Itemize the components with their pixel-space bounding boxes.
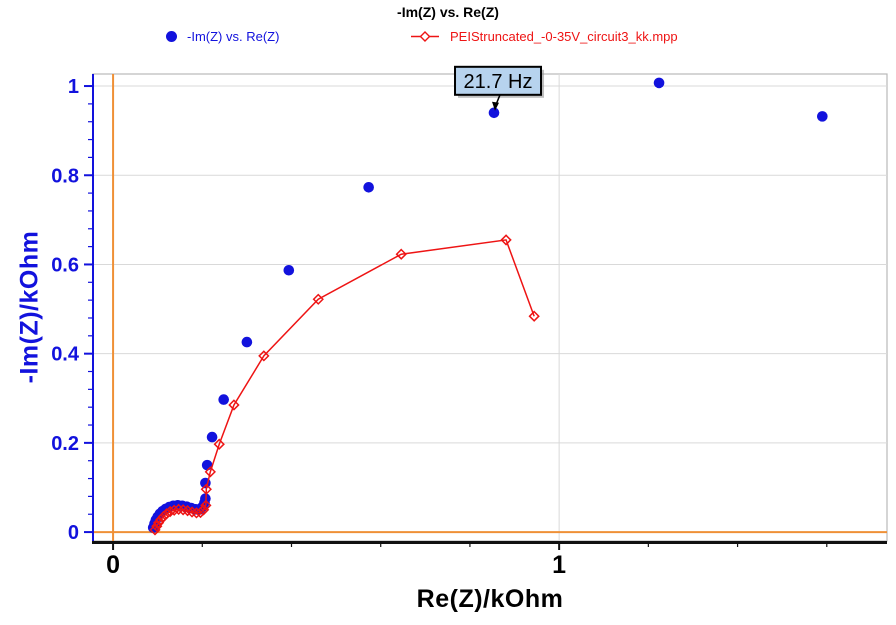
x-tick-label: 1 — [552, 551, 566, 579]
data-point-red[interactable] — [149, 524, 161, 536]
data-point-blue[interactable] — [283, 264, 295, 276]
plot-border — [92, 73, 888, 542]
annotation-box[interactable] — [454, 65, 543, 96]
data-point-blue[interactable] — [241, 336, 253, 348]
data-point-red[interactable] — [157, 510, 170, 523]
data-point-red[interactable] — [395, 248, 407, 260]
legend-item-blue-series[interactable]: -Im(Z) vs. Re(Z) — [166, 28, 279, 44]
x-axis-label: Re(Z)/kOhm — [416, 585, 564, 613]
data-point-blue[interactable] — [488, 107, 500, 119]
data-point-red[interactable] — [200, 483, 212, 495]
data-point-red[interactable] — [194, 506, 207, 519]
data-point-red[interactable] — [160, 508, 173, 520]
annotation-text: 21.7 Hz — [464, 71, 533, 93]
data-point-red[interactable] — [172, 503, 185, 515]
legend-label-blue: -Im(Z) vs. Re(Z) — [187, 28, 280, 44]
legend-item-red-series[interactable]: PEIStruncated_-0-35V_circuit3_kk.mpp — [410, 28, 678, 44]
y-tick-label: 0.4 — [51, 344, 80, 366]
y-tick-label: 0.2 — [51, 433, 79, 455]
y-axis: 0 0.2 0.4 0.6 0.8 1 — [51, 74, 94, 544]
data-point-blue[interactable] — [218, 394, 229, 405]
data-point-blue[interactable] — [363, 181, 374, 193]
data-point-red[interactable] — [155, 513, 167, 526]
y-axis-label: -Im(Z)/kOhm — [15, 230, 44, 384]
data-point-blue[interactable] — [206, 431, 218, 443]
data-point-red[interactable] — [164, 505, 176, 518]
x-tick-label: 0 — [106, 551, 120, 579]
annotation-arrowhead — [492, 101, 500, 111]
y-tick-label: 0.8 — [51, 165, 79, 187]
origin-lines — [93, 74, 887, 541]
data-point-red[interactable] — [528, 310, 540, 322]
data-point-red[interactable] — [500, 234, 512, 246]
legend-circle-marker-icon — [166, 30, 177, 42]
data-point-red[interactable] — [152, 517, 165, 529]
data-point-red[interactable] — [258, 350, 270, 362]
legend-label-red: PEIStruncated_-0-35V_circuit3_kk.mpp — [450, 28, 678, 44]
y-tick-label: 0 — [68, 522, 79, 544]
data-point-red[interactable] — [213, 438, 225, 450]
data-point-red[interactable] — [204, 466, 216, 478]
data-point-blue[interactable] — [653, 77, 665, 89]
y-tick-label: 0.6 — [51, 254, 79, 276]
data-point-blue[interactable] — [817, 111, 828, 122]
y-tick-label: 1 — [68, 76, 79, 98]
data-point-red[interactable] — [312, 293, 324, 305]
data-point-red[interactable] — [200, 499, 212, 511]
series-red-line[interactable] — [149, 234, 540, 536]
annotation-21-7hz[interactable]: 21.7 Hz — [454, 65, 545, 111]
data-point-red[interactable] — [151, 520, 163, 532]
chart-title: -Im(Z) vs. Re(Z) — [397, 4, 499, 20]
data-point-red[interactable] — [228, 399, 240, 411]
legend-diamond-line-marker-icon — [411, 30, 439, 42]
data-point-red[interactable] — [168, 504, 180, 516]
